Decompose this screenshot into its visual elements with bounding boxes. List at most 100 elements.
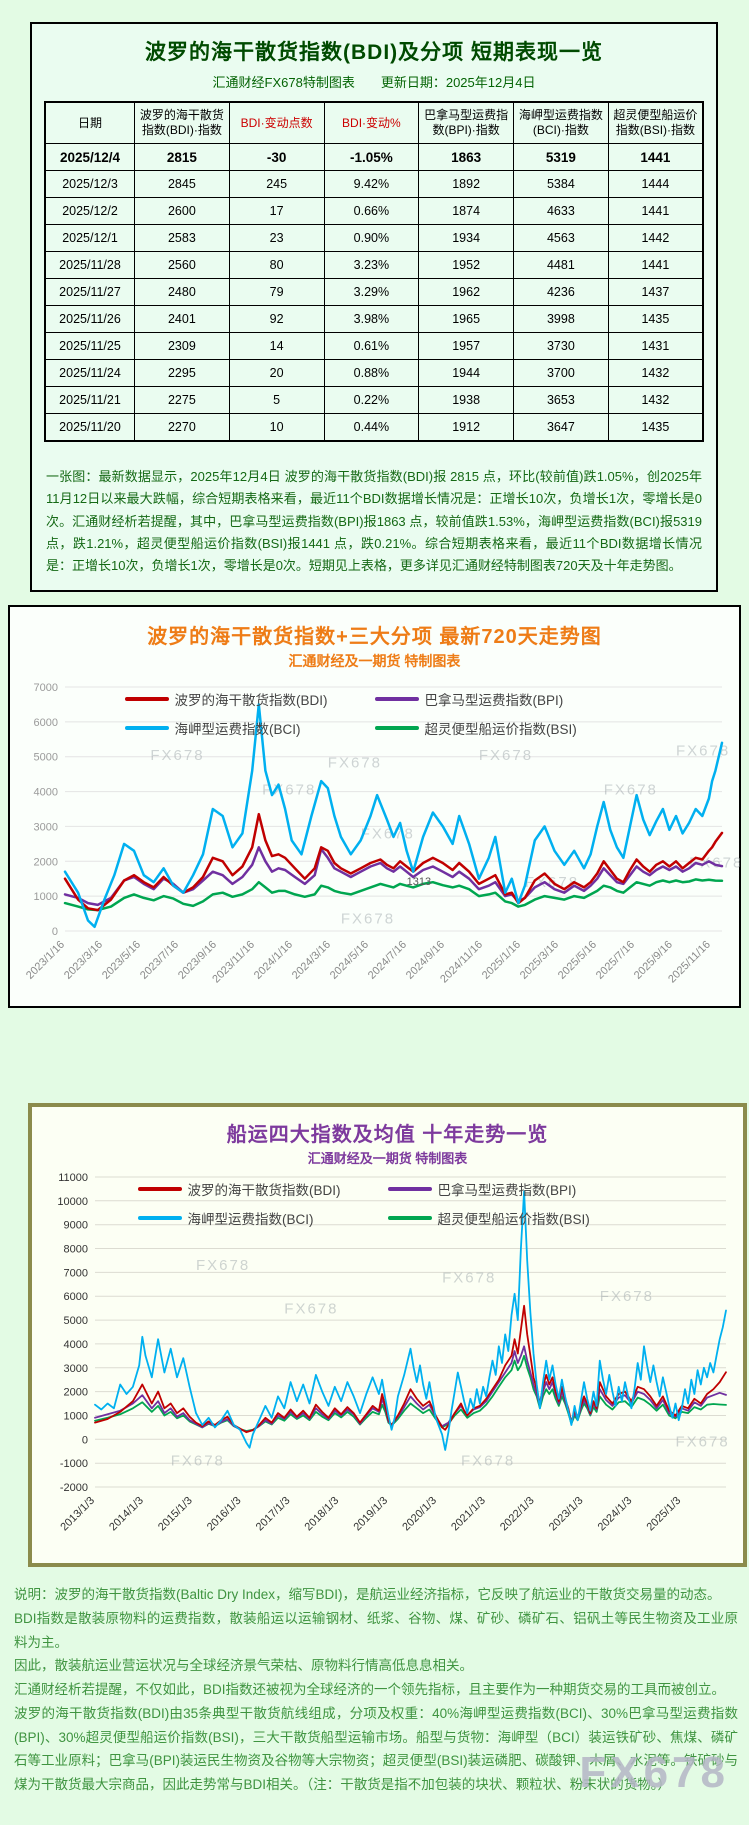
table-cell: 1432 (607, 386, 704, 414)
table-cell: 1444 (607, 170, 704, 198)
legend-swatch-icon (387, 1187, 432, 1191)
svg-text:2023/1/3: 2023/1/3 (547, 1495, 586, 1534)
svg-text:1000: 1000 (34, 891, 58, 903)
legend-swatch-icon (124, 726, 169, 730)
svg-text:2024/7/16: 2024/7/16 (366, 939, 409, 982)
table-cell: 14 (228, 332, 325, 360)
table-cell: 17 (228, 197, 325, 225)
legend-swatch-icon (374, 697, 419, 701)
table-row: 2025/12/1 2583 23 0.90% 1934 4563 1442 (44, 224, 704, 252)
table-cell: -1.05% (323, 143, 420, 171)
table-cell: 1912 (418, 413, 514, 442)
svg-text:2023/3/16: 2023/3/16 (62, 939, 105, 982)
svg-text:2014/1/3: 2014/1/3 (107, 1495, 146, 1534)
svg-text:8000: 8000 (64, 1244, 88, 1256)
table-cell: 4236 (513, 278, 609, 306)
table-cell: 3998 (513, 305, 609, 333)
table-cell: 1962 (418, 278, 514, 306)
legend-swatch-icon (387, 1216, 432, 1220)
svg-text:0: 0 (52, 926, 58, 938)
table-row: 2025/12/4 2815 -30 -1.05% 1863 5319 1441 (44, 143, 704, 171)
svg-text:2018/1/3: 2018/1/3 (303, 1495, 342, 1534)
table-cell: 1863 (418, 143, 514, 171)
svg-text:FX678: FX678 (361, 825, 415, 842)
table-cell: 3647 (513, 413, 609, 442)
svg-text:5000: 5000 (64, 1315, 88, 1327)
legend-item: 超灵便型船运价指数(BSI) (374, 718, 625, 738)
table-cell: 5384 (513, 170, 609, 198)
table-cell: 1441 (607, 251, 704, 279)
table-cell: 0.22% (323, 386, 420, 414)
svg-text:4000: 4000 (34, 787, 58, 799)
svg-text:FX678: FX678 (604, 781, 658, 798)
svg-text:2000: 2000 (34, 856, 58, 868)
table-cell: 1432 (607, 359, 704, 387)
table-cell: 2025/12/2 (44, 197, 135, 225)
legend-item: 巴拿马型运费指数(BPI) (374, 689, 625, 709)
table-cell: 1441 (607, 197, 704, 225)
bdi-table-header: 日期 波罗的海干散货指数(BDI)·指数 BDI·变动点数 BDI·变动% 巴拿马型运费… (44, 101, 704, 144)
table-cell: 1442 (607, 224, 704, 252)
table-cell: 1874 (418, 197, 514, 225)
legend-item: 海岬型运费指数(BCI) (124, 718, 375, 738)
chart-10y-title: 船运四大指数及均值 十年走势一览 (226, 1124, 549, 1146)
svg-text:FX678: FX678 (328, 755, 382, 772)
legend-label: 波罗的海干散货指数(BDI) (174, 693, 328, 708)
column-header: 超灵便型船运价指数(BSI)·指数 (607, 101, 704, 144)
svg-text:FX678: FX678 (461, 1452, 515, 1469)
svg-text:2023/7/16: 2023/7/16 (138, 939, 181, 982)
svg-text:6000: 6000 (34, 717, 58, 729)
table-cell: 3.29% (323, 278, 420, 306)
legend-item: 超灵便型船运价指数(BSI) (387, 1208, 638, 1228)
bdi-table-body: 2025/12/4 2815 -30 -1.05% 1863 5319 1441 2025/1… (44, 143, 704, 442)
table-cell: 2295 (134, 359, 230, 387)
table-cell: 0.88% (323, 359, 420, 387)
description-line: BDI指数是散装原物料的运费指数，散装船运以运输钢材、纸浆、谷物、煤、矿砂、磷矿… (14, 1610, 738, 1650)
svg-text:2025/1/16: 2025/1/16 (480, 939, 523, 982)
legend-item: 波罗的海干散货指数(BDI) (124, 689, 375, 709)
column-header: 波罗的海干散货指数(BDI)·指数 (134, 101, 230, 144)
chart-10y-legend: 波罗的海干散货指数(BDI) 巴拿马型运费指数(BPI) 海岬型运费指数(BCI) 超… (137, 1179, 638, 1228)
table-subtitle: 汇通财经FX678特制图表 更新日期：2025年12月4日 (32, 72, 716, 91)
table-cell: 2025/11/28 (44, 251, 135, 279)
table-cell: 2025/11/21 (44, 386, 135, 414)
svg-text:1000: 1000 (64, 1411, 88, 1423)
table-cell: 3653 (513, 386, 609, 414)
svg-text:10000: 10000 (57, 1196, 88, 1208)
svg-text:2025/5/16: 2025/5/16 (556, 939, 599, 982)
chart-10y-section: 船运四大指数及均值 十年走势一览 汇通财经及一期货 特制图表 波罗的海干散货指数… (28, 1103, 747, 1567)
legend-swatch-icon (374, 726, 419, 730)
legend-label: 巴拿马型运费指数(BPI) (424, 693, 564, 708)
table-cell: 1435 (607, 305, 704, 333)
svg-text:FX678: FX678 (341, 911, 395, 928)
bdi-short-term-section: 波罗的海干散货指数(BDI)及分项 短期表现一览 汇通财经FX678特制图表 更新… (30, 22, 718, 592)
table-cell: 1965 (418, 305, 514, 333)
chart-720d-section: 波罗的海干散货指数+三大分项 最新720天走势图 汇通财经及一期货 特制图表 波… (8, 605, 741, 1008)
table-cell: 2270 (134, 413, 230, 442)
svg-text:FX678: FX678 (171, 1452, 225, 1469)
table-cell: 3700 (513, 359, 609, 387)
svg-text:2025/1/3: 2025/1/3 (645, 1495, 684, 1534)
legend-item: 波罗的海干散货指数(BDI) (137, 1179, 388, 1199)
table-cell: 0.61% (323, 332, 420, 360)
description-line: 汇通财经析若提醒，不仅如此，BDI指数还被视为全球经济的一个领先指标，且主要作为… (14, 1682, 726, 1697)
svg-text:7000: 7000 (64, 1267, 88, 1279)
table-cell: 0.66% (323, 197, 420, 225)
description-line: 说明：波罗的海干散货指数(Baltic Dry Index，缩写BDI)，是航运… (14, 1587, 721, 1602)
table-cell: 2560 (134, 251, 230, 279)
svg-text:2021/1/3: 2021/1/3 (449, 1495, 488, 1534)
table-cell: 1944 (418, 359, 514, 387)
table-cell: 2815 (134, 143, 230, 171)
table-cell: -30 (228, 143, 325, 171)
chart-10y-plot: -2000 -1000 0 1000 2000 3000 4000 5000 6000 7000 8… (57, 1172, 727, 1534)
svg-text:4000: 4000 (64, 1339, 88, 1351)
svg-text:FX678: FX678 (600, 1288, 654, 1305)
table-cell: 1934 (418, 224, 514, 252)
table-row: 2025/11/20 2270 10 0.44% 1912 3647 1435 (44, 413, 704, 442)
table-cell: 4633 (513, 197, 609, 225)
source-label: 汇通财经FX678特制图表 (212, 75, 355, 90)
legend-label: 海岬型运费指数(BCI) (187, 1212, 314, 1227)
legend-label: 超灵便型船运价指数(BSI) (424, 722, 577, 737)
svg-text:2025/7/16: 2025/7/16 (594, 939, 637, 982)
svg-text:-2000: -2000 (60, 1482, 88, 1494)
